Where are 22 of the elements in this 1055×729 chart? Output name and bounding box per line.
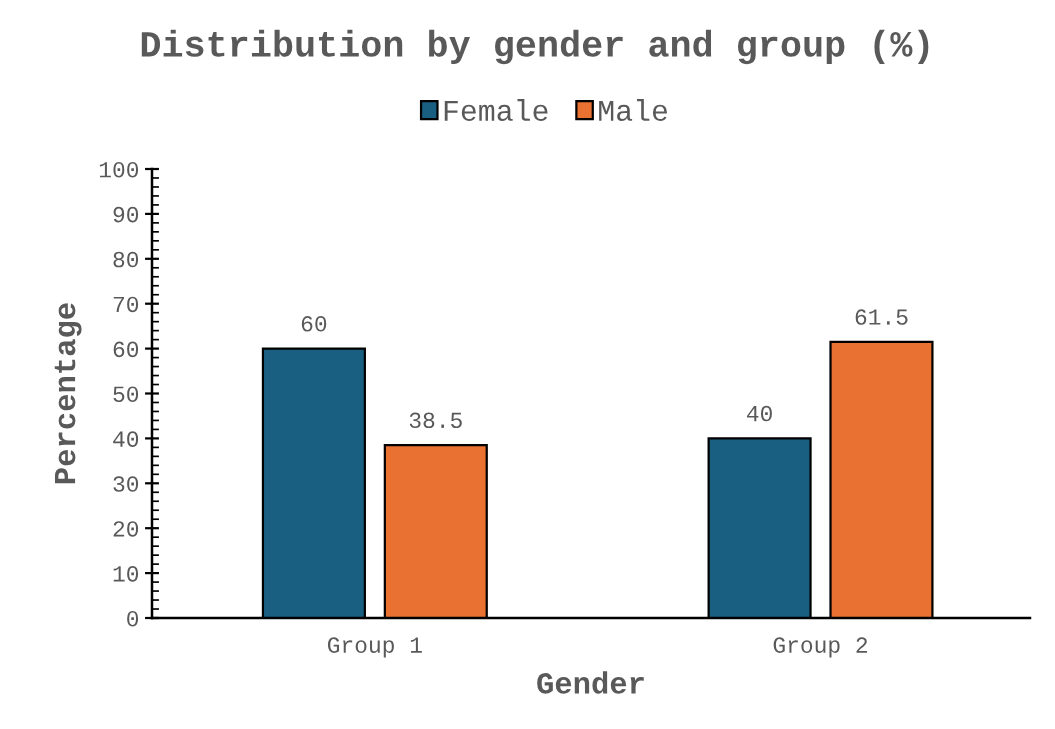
y-tick-label: 80 xyxy=(113,251,139,268)
y-tick-label: 60 xyxy=(113,341,139,358)
legend-label: Male xyxy=(599,99,667,122)
y-tick-label: 0 xyxy=(127,610,139,627)
chart-title: Distribution by gender and group (%) xyxy=(141,29,929,65)
y-tick-label: 90 xyxy=(113,206,139,223)
x-tick-label: Group 2 xyxy=(773,637,868,658)
x-axis-title: Gender xyxy=(537,671,644,694)
data-label: 40 xyxy=(746,405,772,422)
data-label: 61.5 xyxy=(855,309,908,325)
y-tick-label: 70 xyxy=(113,296,139,313)
y-tick-label: 10 xyxy=(113,566,139,582)
y-tick-label: 20 xyxy=(113,521,139,537)
y-tick-label: 100 xyxy=(99,161,139,178)
y-tick-label: 50 xyxy=(113,386,139,403)
y-tick-label: 30 xyxy=(113,476,139,492)
data-label: 38.5 xyxy=(409,412,462,429)
y-tick-label: 40 xyxy=(113,431,139,447)
x-tick-label: Group 1 xyxy=(327,637,422,658)
y-axis-title: Percentage xyxy=(54,303,82,484)
data-label: 60 xyxy=(301,316,327,332)
legend-label: Female xyxy=(444,99,548,122)
